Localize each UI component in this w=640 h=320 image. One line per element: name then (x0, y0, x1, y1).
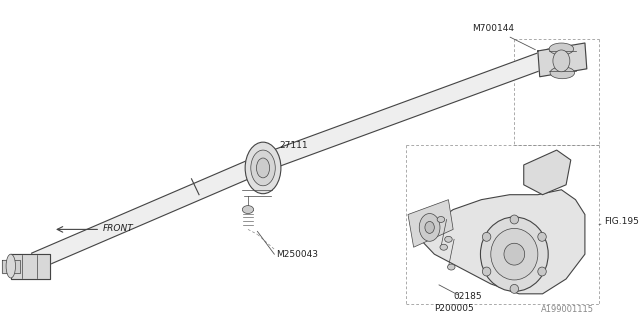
Ellipse shape (483, 267, 491, 276)
Ellipse shape (538, 232, 547, 241)
Text: M250043: M250043 (276, 250, 318, 259)
Ellipse shape (550, 67, 575, 79)
Text: FRONT: FRONT (103, 224, 134, 233)
Polygon shape (408, 200, 453, 247)
Ellipse shape (549, 43, 573, 55)
Ellipse shape (6, 254, 15, 278)
Text: M700144: M700144 (472, 24, 536, 50)
Text: P200005: P200005 (435, 304, 474, 313)
Polygon shape (3, 260, 20, 273)
Text: A199001115: A199001115 (541, 305, 595, 314)
Ellipse shape (447, 264, 455, 270)
Ellipse shape (419, 213, 440, 241)
Ellipse shape (538, 267, 547, 276)
Ellipse shape (243, 206, 253, 213)
Polygon shape (31, 154, 269, 269)
Polygon shape (11, 254, 51, 279)
Ellipse shape (504, 243, 525, 265)
Text: 02185: 02185 (453, 292, 482, 301)
Text: FIG.195: FIG.195 (599, 217, 639, 227)
Polygon shape (262, 47, 561, 170)
Ellipse shape (425, 221, 435, 233)
Ellipse shape (251, 150, 275, 186)
Ellipse shape (440, 244, 447, 250)
Ellipse shape (510, 284, 518, 293)
Ellipse shape (445, 236, 452, 242)
Ellipse shape (245, 142, 281, 194)
Ellipse shape (491, 228, 538, 280)
Ellipse shape (483, 232, 491, 241)
Polygon shape (538, 43, 587, 77)
Polygon shape (524, 150, 571, 195)
Ellipse shape (510, 215, 518, 224)
Text: 27111: 27111 (279, 141, 308, 150)
Polygon shape (420, 190, 585, 294)
Ellipse shape (437, 217, 445, 222)
Ellipse shape (481, 217, 548, 291)
Ellipse shape (553, 50, 570, 72)
Ellipse shape (257, 158, 269, 178)
